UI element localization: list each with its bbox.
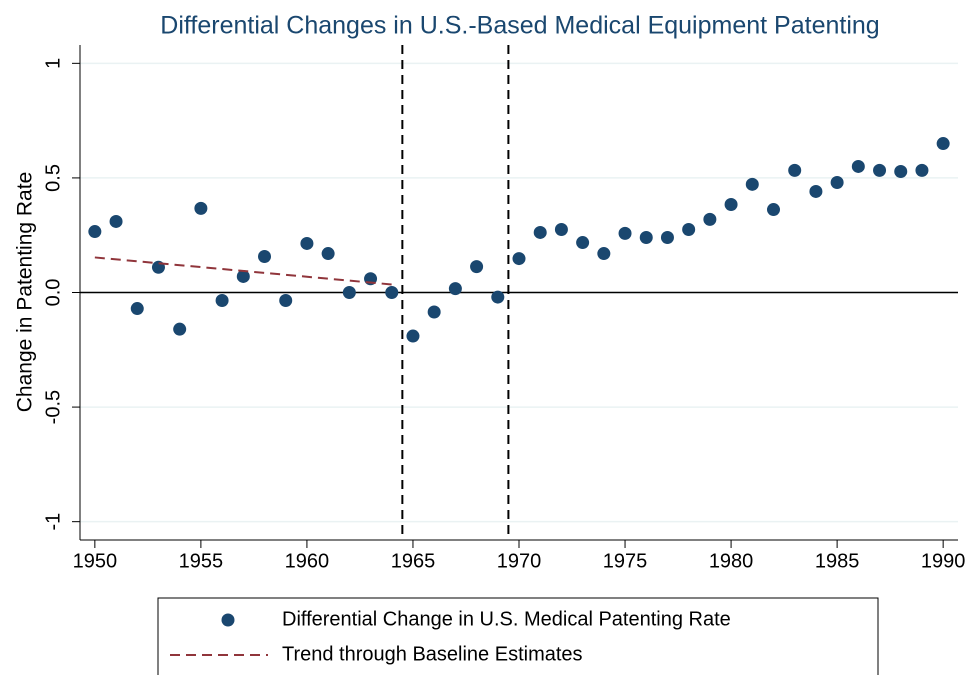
- point: [321, 247, 335, 261]
- point: [788, 163, 802, 177]
- legend-label: Differential Change in U.S. Medical Pate…: [282, 608, 731, 630]
- point: [936, 137, 950, 151]
- point: [279, 294, 293, 308]
- point: [639, 231, 653, 244]
- legend-label: Trend through Baseline Estimates: [282, 643, 583, 665]
- point: [406, 329, 420, 343]
- point: [342, 286, 356, 299]
- point: [703, 212, 717, 226]
- point: [554, 222, 568, 236]
- x-tick-label: 1955: [179, 550, 224, 572]
- y-tick-label: -1: [42, 513, 64, 531]
- point: [766, 203, 780, 217]
- x-tick-label: 1980: [709, 550, 754, 572]
- point: [618, 226, 632, 240]
- x-tick-label: 1990: [921, 550, 966, 572]
- point: [830, 176, 844, 189]
- point: [533, 225, 547, 239]
- y-axis-label: Change in Patenting Rate: [14, 172, 37, 413]
- y-tick-label: 0.5: [42, 164, 64, 192]
- x-tick-label: 1960: [285, 550, 330, 572]
- x-tick-label: 1950: [73, 550, 118, 572]
- point: [682, 222, 696, 236]
- y-tick-label: -0.5: [42, 390, 64, 424]
- point: [576, 236, 590, 250]
- chart-title: Differential Changes in U.S.-Based Medic…: [160, 12, 879, 40]
- point: [88, 225, 102, 239]
- x-tick-label: 1975: [603, 550, 648, 572]
- point: [512, 252, 526, 266]
- point: [915, 163, 929, 177]
- x-tick-label: 1985: [815, 550, 860, 572]
- point: [215, 294, 229, 308]
- point: [109, 214, 123, 228]
- y-tick-label: 1: [42, 58, 64, 69]
- point: [236, 269, 250, 283]
- point: [597, 247, 611, 261]
- point: [130, 302, 144, 316]
- point: [851, 159, 865, 173]
- point: [724, 198, 738, 211]
- point: [873, 163, 887, 177]
- y-tick-label: 0.0: [42, 279, 64, 307]
- point: [491, 290, 505, 304]
- point: [385, 286, 399, 299]
- point: [448, 282, 462, 296]
- point: [300, 236, 314, 250]
- point: [745, 177, 759, 191]
- legend-marker: [221, 613, 235, 627]
- point: [194, 201, 208, 215]
- point: [809, 184, 823, 198]
- point: [258, 250, 272, 264]
- trend-line: [94, 256, 392, 286]
- x-tick-label: 1965: [391, 550, 436, 572]
- x-tick-label: 1970: [497, 550, 542, 572]
- point: [470, 260, 484, 274]
- legend-box: [157, 597, 879, 675]
- point: [660, 231, 674, 244]
- point: [894, 165, 908, 178]
- point: [427, 305, 441, 319]
- point: [173, 322, 187, 336]
